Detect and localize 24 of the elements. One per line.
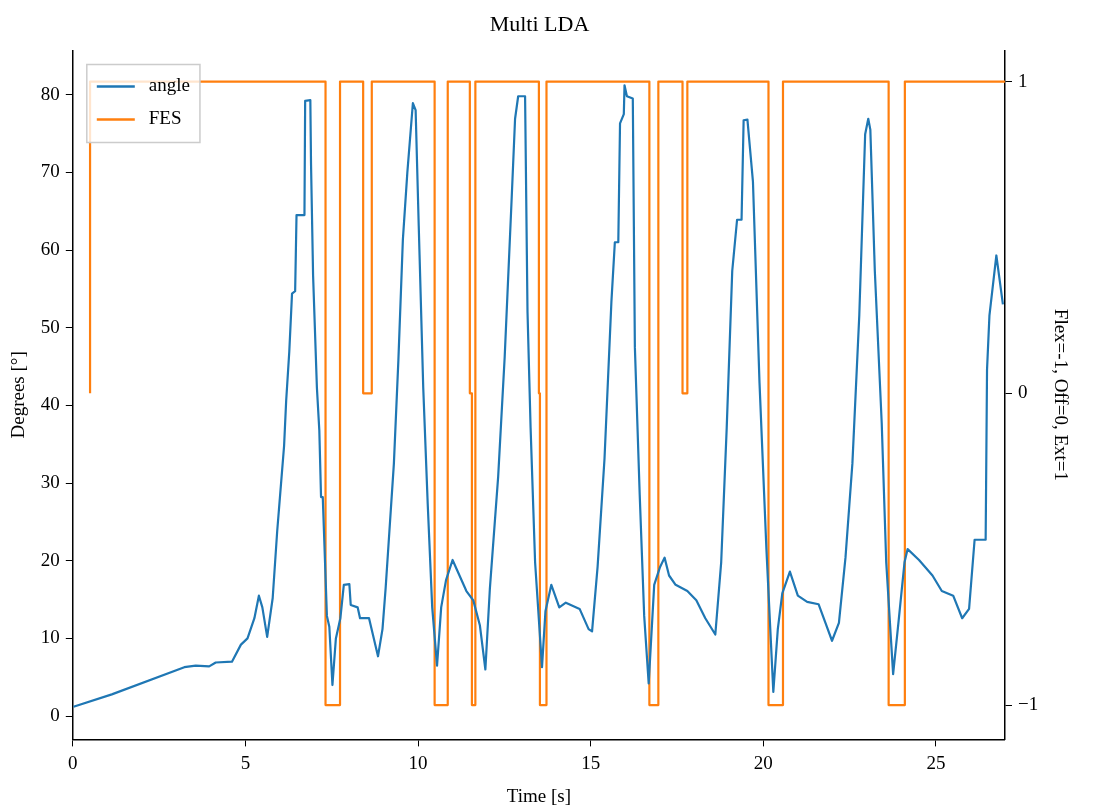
y2-tick-label: 0	[1017, 381, 1028, 403]
x-tick-label: 0	[68, 751, 78, 773]
y-tick-label: 80	[40, 82, 60, 104]
y-tick-label: 60	[40, 238, 60, 260]
y-tick-label: 50	[40, 315, 60, 337]
legend-label: FES	[148, 107, 182, 129]
x-tick-label: 15	[581, 751, 601, 773]
y2-tick-label: 1	[1017, 69, 1028, 91]
legend-label: angle	[148, 74, 190, 96]
y-tick-label: 0	[50, 704, 60, 726]
x-tick-label: 5	[240, 751, 251, 773]
y-tick-label: 70	[40, 160, 60, 182]
y-axis-title: Degrees [°]	[7, 351, 29, 439]
x-axis-title: Time [s]	[506, 784, 572, 806]
y-tick-label: 20	[40, 548, 60, 570]
y2-axis-title: Flex=-1, Off=0, Ext=1	[1050, 308, 1072, 481]
x-tick-label: 20	[753, 751, 773, 773]
chart-title: Multi LDA	[489, 10, 590, 36]
y-tick-label: 40	[40, 393, 60, 415]
y2-tick-label: −1	[1017, 693, 1039, 715]
x-tick-label: 25	[926, 751, 946, 773]
y-tick-label: 10	[40, 626, 60, 648]
x-tick-label: 10	[408, 751, 428, 773]
y-tick-label: 30	[40, 471, 60, 493]
